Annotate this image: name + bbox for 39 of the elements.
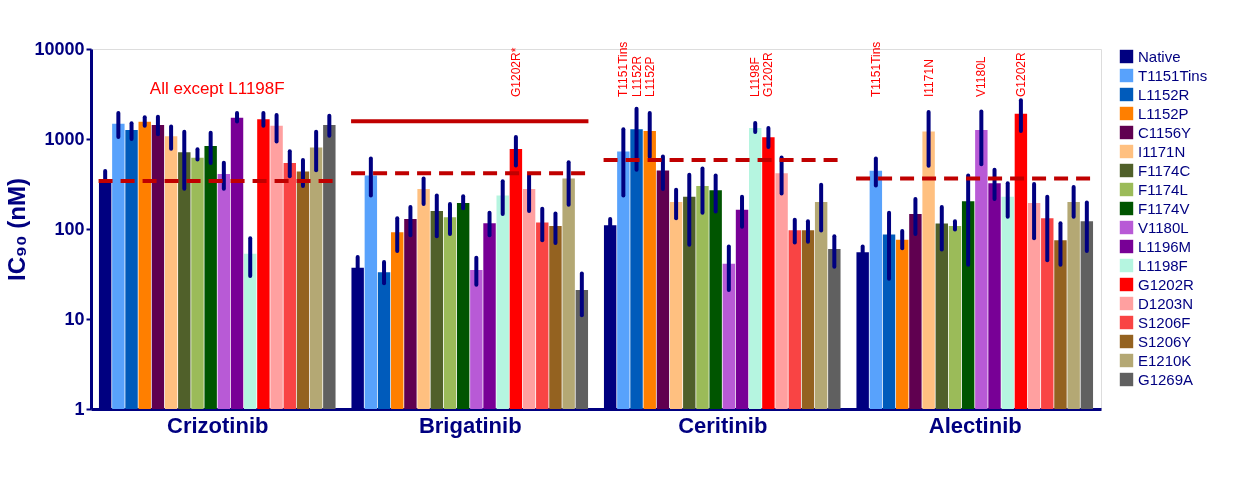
legend-label: C1156Y bbox=[1138, 123, 1192, 141]
legend-label: G1269A bbox=[1138, 370, 1194, 388]
annotation: G1202R* bbox=[508, 47, 523, 97]
legend-label: I1171N bbox=[1138, 142, 1186, 160]
annotation: T1151Tins bbox=[616, 41, 631, 97]
annotation: All except L1198F bbox=[149, 79, 285, 98]
legend-label: E1210K bbox=[1138, 351, 1192, 369]
y-tick-label: 1000 bbox=[44, 128, 85, 149]
annotation: V1180L bbox=[974, 56, 989, 97]
y-tick-label: 10 bbox=[64, 308, 85, 329]
legend-label: L1152R bbox=[1138, 85, 1190, 103]
legend-label: G1202R bbox=[1138, 275, 1195, 293]
x-tick-label: Ceritinib bbox=[678, 412, 768, 438]
annotation: L1198F bbox=[748, 57, 763, 97]
legend-label: F1174C bbox=[1138, 161, 1191, 179]
y-tick-label: 10000 bbox=[34, 38, 85, 59]
legend-label: L1196M bbox=[1138, 237, 1192, 255]
legend-label: T1151Tins bbox=[1138, 66, 1208, 84]
y-axis-title: IC₉₀ (nM) bbox=[3, 178, 31, 281]
annotation: I1171N bbox=[921, 59, 936, 97]
legend-label: F1174V bbox=[1138, 199, 1190, 217]
annotation: G1202R bbox=[1013, 51, 1028, 97]
legend-label: V1180L bbox=[1138, 218, 1189, 236]
legend-label: L1152P bbox=[1138, 104, 1189, 122]
legend-label: L1198F bbox=[1138, 256, 1188, 274]
annotation: T1151Tins bbox=[868, 41, 883, 97]
legend-label: S1206F bbox=[1138, 313, 1191, 331]
y-tick-label: 100 bbox=[54, 218, 85, 239]
legend-label: Native bbox=[1138, 47, 1181, 65]
y-tick-label: 1 bbox=[74, 398, 85, 419]
annotation: L1152P bbox=[642, 56, 657, 97]
x-tick-label: Brigatinib bbox=[418, 412, 522, 438]
x-tick-label: Crizotinib bbox=[167, 412, 269, 438]
x-tick-label: Alectinib bbox=[928, 412, 1022, 438]
annotation: G1202R bbox=[761, 51, 776, 97]
legend-label: S1206Y bbox=[1138, 332, 1192, 350]
legend-label: D1203N bbox=[1138, 294, 1194, 312]
legend-label: F1174L bbox=[1138, 180, 1188, 198]
annotation: L1152R bbox=[629, 55, 644, 97]
